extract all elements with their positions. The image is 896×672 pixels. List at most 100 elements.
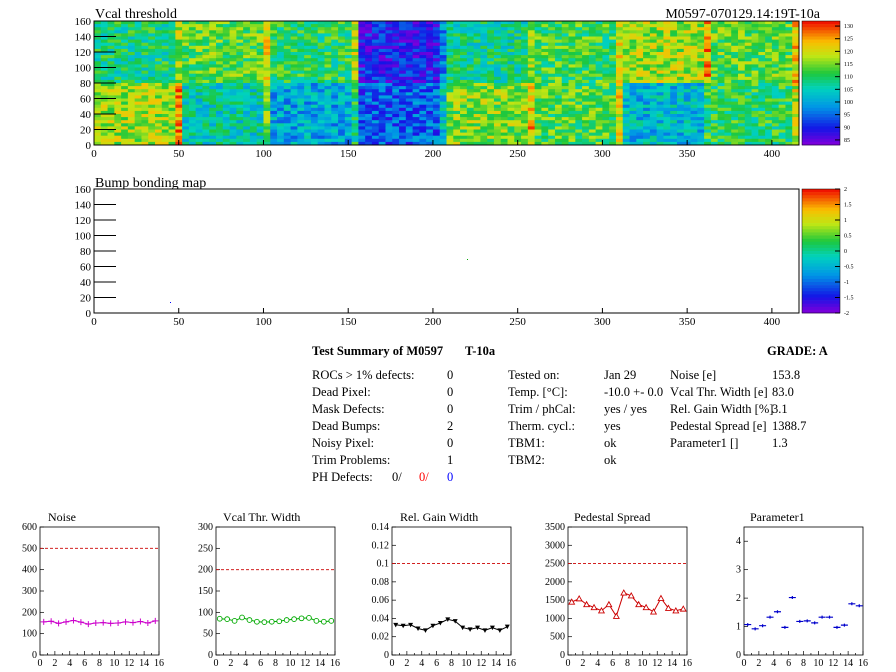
- map1-cell: [121, 114, 129, 118]
- map1-cell: [222, 30, 230, 34]
- map1-cell: [256, 86, 264, 90]
- map1-cell: [141, 21, 149, 25]
- map1-cell: [561, 76, 569, 81]
- map1-cell: [195, 126, 203, 130]
- map1-cell: [182, 24, 190, 28]
- map1-cell: [100, 89, 108, 93]
- map1-cell: [365, 86, 373, 90]
- map1-cell: [432, 45, 441, 50]
- map1-cell: [466, 126, 475, 130]
- map1-cell: [358, 110, 366, 115]
- map1-cell: [602, 83, 610, 87]
- map1-cell: [792, 86, 800, 90]
- map1-cell: [609, 126, 617, 130]
- map1-cell: [575, 61, 583, 65]
- map1-cell: [561, 64, 569, 68]
- map1-cell: [737, 123, 746, 127]
- map1-cell: [480, 21, 488, 25]
- map1-cell: [480, 83, 488, 87]
- map1-cell: [229, 86, 237, 90]
- map1-cell: [785, 45, 793, 50]
- map1-cell: [297, 86, 305, 90]
- map1-cell: [202, 39, 210, 44]
- x-tick-label: 12: [124, 658, 134, 669]
- map1-cell: [114, 104, 122, 109]
- map1-cell: [249, 61, 258, 65]
- map1-cell: [602, 39, 610, 44]
- map1-cell: [270, 141, 278, 146]
- map1-cell: [717, 104, 725, 109]
- map1-cell: [324, 92, 332, 96]
- map1-cell: [419, 123, 427, 127]
- map1-cell: [554, 110, 563, 115]
- map1-cell: [460, 64, 468, 68]
- map1-cell: [704, 89, 712, 93]
- x-tick-label: 400: [764, 148, 781, 160]
- map1-cell: [107, 24, 115, 28]
- data-point: [224, 616, 231, 623]
- map1-cell: [121, 110, 129, 115]
- map1-cell: [216, 123, 224, 127]
- map1-cell: [236, 36, 244, 40]
- map1-cell: [148, 24, 156, 28]
- map1-cell: [690, 30, 698, 34]
- map1-cell: [737, 138, 746, 143]
- map1-cell: [778, 70, 786, 75]
- map1-cell: [609, 30, 617, 34]
- x-tick-label: 150: [340, 316, 357, 328]
- map1-cell: [134, 123, 142, 127]
- map1-cell: [100, 52, 108, 56]
- map1-cell: [412, 114, 420, 118]
- map1-cell: [127, 135, 136, 140]
- map1-cell: [446, 70, 454, 75]
- map1-cell: [216, 30, 224, 34]
- map1-cell: [670, 89, 678, 93]
- map1-cell: [290, 76, 298, 81]
- map1-cell: [785, 76, 793, 81]
- map1-cell: [622, 110, 630, 115]
- map1-cell: [338, 21, 346, 25]
- map1-cell: [365, 95, 373, 99]
- map1-cell: [419, 61, 427, 65]
- map1-cell: [358, 123, 366, 127]
- map1-cell: [439, 21, 447, 25]
- map1-heatmap-cells: [94, 21, 800, 146]
- map1-cell: [575, 104, 583, 109]
- map1-cell: [392, 110, 400, 115]
- map1-cell: [392, 120, 400, 124]
- x-tick-label: 6: [82, 658, 87, 669]
- map1-cell: [385, 104, 393, 109]
- map1-cell: [731, 114, 739, 118]
- map1-cell: [236, 138, 244, 143]
- map1-cell: [649, 24, 658, 28]
- summary-title: Test Summary of M0597: [312, 344, 443, 359]
- data-point: [497, 628, 503, 633]
- map1-cell: [175, 110, 183, 115]
- map1-cell: [500, 104, 508, 109]
- map1-cell: [283, 39, 291, 44]
- map1-cell: [378, 89, 386, 93]
- map1-cell: [575, 86, 583, 90]
- map1-cell: [663, 132, 671, 137]
- map1-cell: [670, 76, 678, 81]
- map1-cell: [649, 107, 658, 112]
- map1-cell: [371, 76, 380, 81]
- map1-cell: [263, 92, 271, 96]
- map1-cell: [778, 132, 786, 137]
- map1-cell: [615, 70, 624, 75]
- map1-cell: [182, 76, 190, 81]
- map1-cell: [188, 45, 197, 50]
- map1-cell: [297, 36, 305, 40]
- map1-cell: [100, 120, 108, 124]
- map1-cell: [568, 135, 576, 140]
- map1-cell: [216, 64, 224, 68]
- map1-cell: [155, 129, 163, 133]
- map1-cell: [358, 129, 366, 133]
- map1-cell: [527, 79, 536, 84]
- condition-row: Tested on: Jan 29: [508, 368, 658, 385]
- map1-cell: [731, 30, 739, 34]
- map1-cell: [94, 83, 102, 87]
- map1-cell: [243, 67, 251, 71]
- map1-cell: [127, 92, 136, 96]
